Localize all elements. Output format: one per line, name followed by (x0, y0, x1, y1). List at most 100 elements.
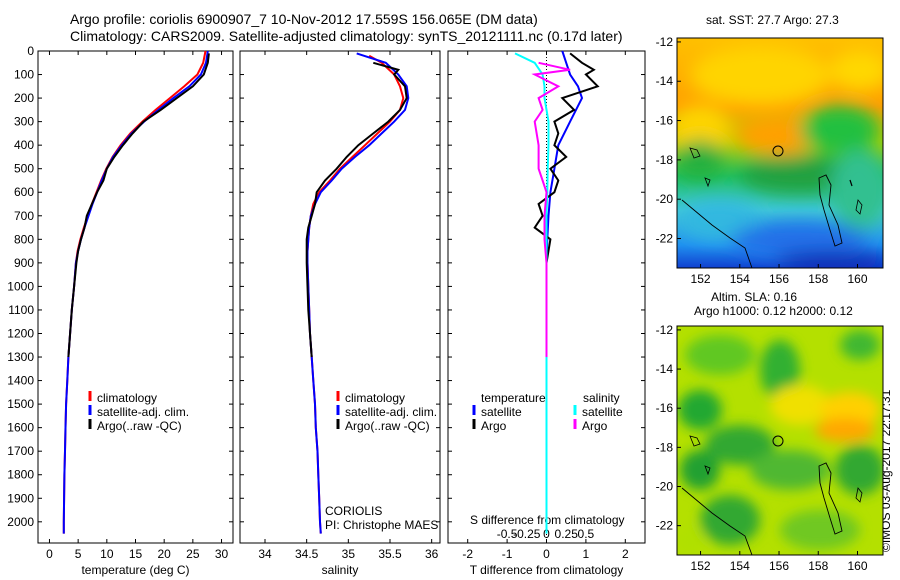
diff-legend-s-satellite: satellite (582, 405, 623, 419)
depth-tick-label: 0 (27, 44, 34, 58)
sst-map (677, 38, 883, 268)
depth-tick-label: 200 (14, 91, 34, 105)
depth-tick-label: 600 (14, 185, 34, 199)
sla-map-subtitle: Argo h1000: 0.12 h2000: 0.12 (694, 304, 853, 318)
salinity-series-argo (305, 61, 408, 358)
sla-lon-tick-label: 156 (769, 559, 789, 573)
sst-argo-marker (772, 145, 784, 157)
difference-x-tick-label: -1 (502, 547, 513, 561)
depth-tick-label: 100 (14, 68, 34, 82)
temperature-x-axis-label: temperature (deg C) (81, 563, 189, 577)
sla-lon-tick-label: 154 (730, 559, 750, 573)
sla-argo-marker (772, 435, 784, 447)
salinity-x-tick-label: 36 (425, 547, 439, 561)
temperature-legend: climatology satellite-adj. clim. Argo(..… (97, 391, 189, 433)
depth-tick-label: 2000 (7, 515, 34, 529)
difference-x-tick-label: 1 (583, 547, 590, 561)
sla-lat-tick-label: -14 (656, 362, 674, 376)
sst-lon-tick-label: 154 (730, 272, 750, 286)
sst-lat-tick-label: -14 (656, 74, 674, 88)
depth-tick-label: 700 (14, 209, 34, 223)
temperature-x-tick-label: 30 (215, 547, 229, 561)
depth-tick-label: 1900 (7, 491, 34, 505)
depth-tick-label: 1400 (7, 374, 34, 388)
depth-tick-label: 800 (14, 232, 34, 246)
diff-legend-salinity-head: salinity (583, 391, 620, 405)
difference-series-temperature-satellite (545, 50, 584, 522)
depth-tick-label: 400 (14, 138, 34, 152)
salinity-x-axis-label: salinity (322, 563, 359, 577)
sst-map-frame (676, 37, 884, 269)
sst-lat-tick-label: -22 (656, 232, 674, 246)
temperature-x-tick-label: 10 (100, 547, 114, 561)
difference-s-tick-label: -0.25 (513, 527, 541, 541)
diff-legend-s-argo: Argo (582, 419, 608, 433)
sst-lon-tick-label: 152 (691, 272, 711, 286)
temp-legend-climatology: climatology (97, 391, 157, 405)
sla-lat-tick-label: -20 (656, 479, 674, 493)
difference-series-salinity-satellite (514, 52, 550, 534)
temperature-x-tick-label: 15 (129, 547, 143, 561)
temperature-axes-frame (37, 50, 234, 544)
sst-lon-tick-label: 156 (769, 272, 789, 286)
depth-tick-label: 1200 (7, 326, 34, 340)
temperature-series-satellite-adj-clim- (62, 50, 209, 534)
figure-title-line2: Climatology: CARS2009. Satellite-adjuste… (70, 28, 623, 44)
sst-lon-tick-label: 158 (808, 272, 828, 286)
sst-lat-tick-label: -18 (656, 153, 674, 167)
sla-lat-tick-label: -22 (656, 519, 674, 533)
sst-lat-tick-label: -20 (656, 192, 674, 206)
depth-tick-label: 1500 (7, 397, 34, 411)
salinity-note-institution: CORIOLIS (325, 504, 382, 518)
sla-lat-tick-label: -16 (656, 401, 674, 415)
temperature-x-tick-label: 0 (46, 547, 53, 561)
sla-map-title: Altim. SLA: 0.16 (711, 290, 798, 304)
salinity-series-satellite-adj-clim- (306, 52, 410, 534)
chart-marks: 0100200300400500600700800900100011001200… (7, 35, 868, 577)
sal-legend-climatology: climatology (345, 391, 405, 405)
depth-tick-label: 1300 (7, 350, 34, 364)
salinity-x-tick-label: 35.5 (378, 547, 402, 561)
depth-tick-label: 1700 (7, 444, 34, 458)
diff-legend-t-satellite: satellite (481, 405, 522, 419)
depth-tick-label: 500 (14, 162, 34, 176)
sla-lon-tick-label: 158 (808, 559, 828, 573)
difference-legend: temperature salinity satellite Argo sate… (470, 391, 625, 527)
depth-tick-label: 1600 (7, 421, 34, 435)
diff-legend-t-argo: Argo (481, 419, 507, 433)
salinity-x-tick-label: 34.5 (295, 547, 319, 561)
sla-lat-tick-label: -18 (656, 440, 674, 454)
sla-lat-tick-label: -12 (656, 323, 674, 337)
figure-title-line1: Argo profile: coriolis 6900907_7 10-Nov-… (70, 11, 538, 27)
sst-lon-tick-label: 160 (847, 272, 867, 286)
sst-lat-tick-label: -16 (656, 114, 674, 128)
difference-x-axis-label: T difference from climatology (470, 563, 624, 577)
difference-s-tick-label: 0.25 (555, 527, 579, 541)
sal-legend-satellite: satellite-adj. clim. (345, 405, 437, 419)
difference-s-tick-label: 0.5 (578, 527, 595, 541)
salinity-legend: climatology satellite-adj. clim. Argo(..… (325, 391, 438, 532)
sla-map-frame (676, 325, 884, 556)
sla-lon-tick-label: 152 (691, 559, 711, 573)
depth-tick-label: 1000 (7, 279, 34, 293)
temperature-series-climatology (62, 50, 207, 534)
difference-s-tick-label: -0.5 (497, 527, 518, 541)
depth-tick-label: 300 (14, 115, 34, 129)
sst-lat-tick-label: -12 (656, 35, 674, 49)
temperature-x-tick-label: 25 (186, 547, 200, 561)
temperature-x-tick-label: 20 (157, 547, 171, 561)
sal-legend-argo: Argo(..raw -QC) (345, 419, 430, 433)
depth-tick-label: 1100 (8, 303, 34, 317)
difference-series-salinity-argo (531, 61, 571, 357)
temp-legend-satellite: satellite-adj. clim. (97, 405, 189, 419)
sla-map (677, 326, 883, 555)
temperature-series-argo (67, 53, 210, 358)
salinity-x-tick-label: 35 (342, 547, 356, 561)
salinity-x-tick-label: 34 (258, 547, 272, 561)
diff-legend-temperature-head: temperature (481, 391, 546, 405)
depth-tick-label: 1800 (7, 468, 34, 482)
difference-x-tick-label: 0 (543, 547, 550, 561)
temperature-x-tick-label: 5 (75, 547, 82, 561)
difference-x-tick-label: -2 (462, 547, 473, 561)
